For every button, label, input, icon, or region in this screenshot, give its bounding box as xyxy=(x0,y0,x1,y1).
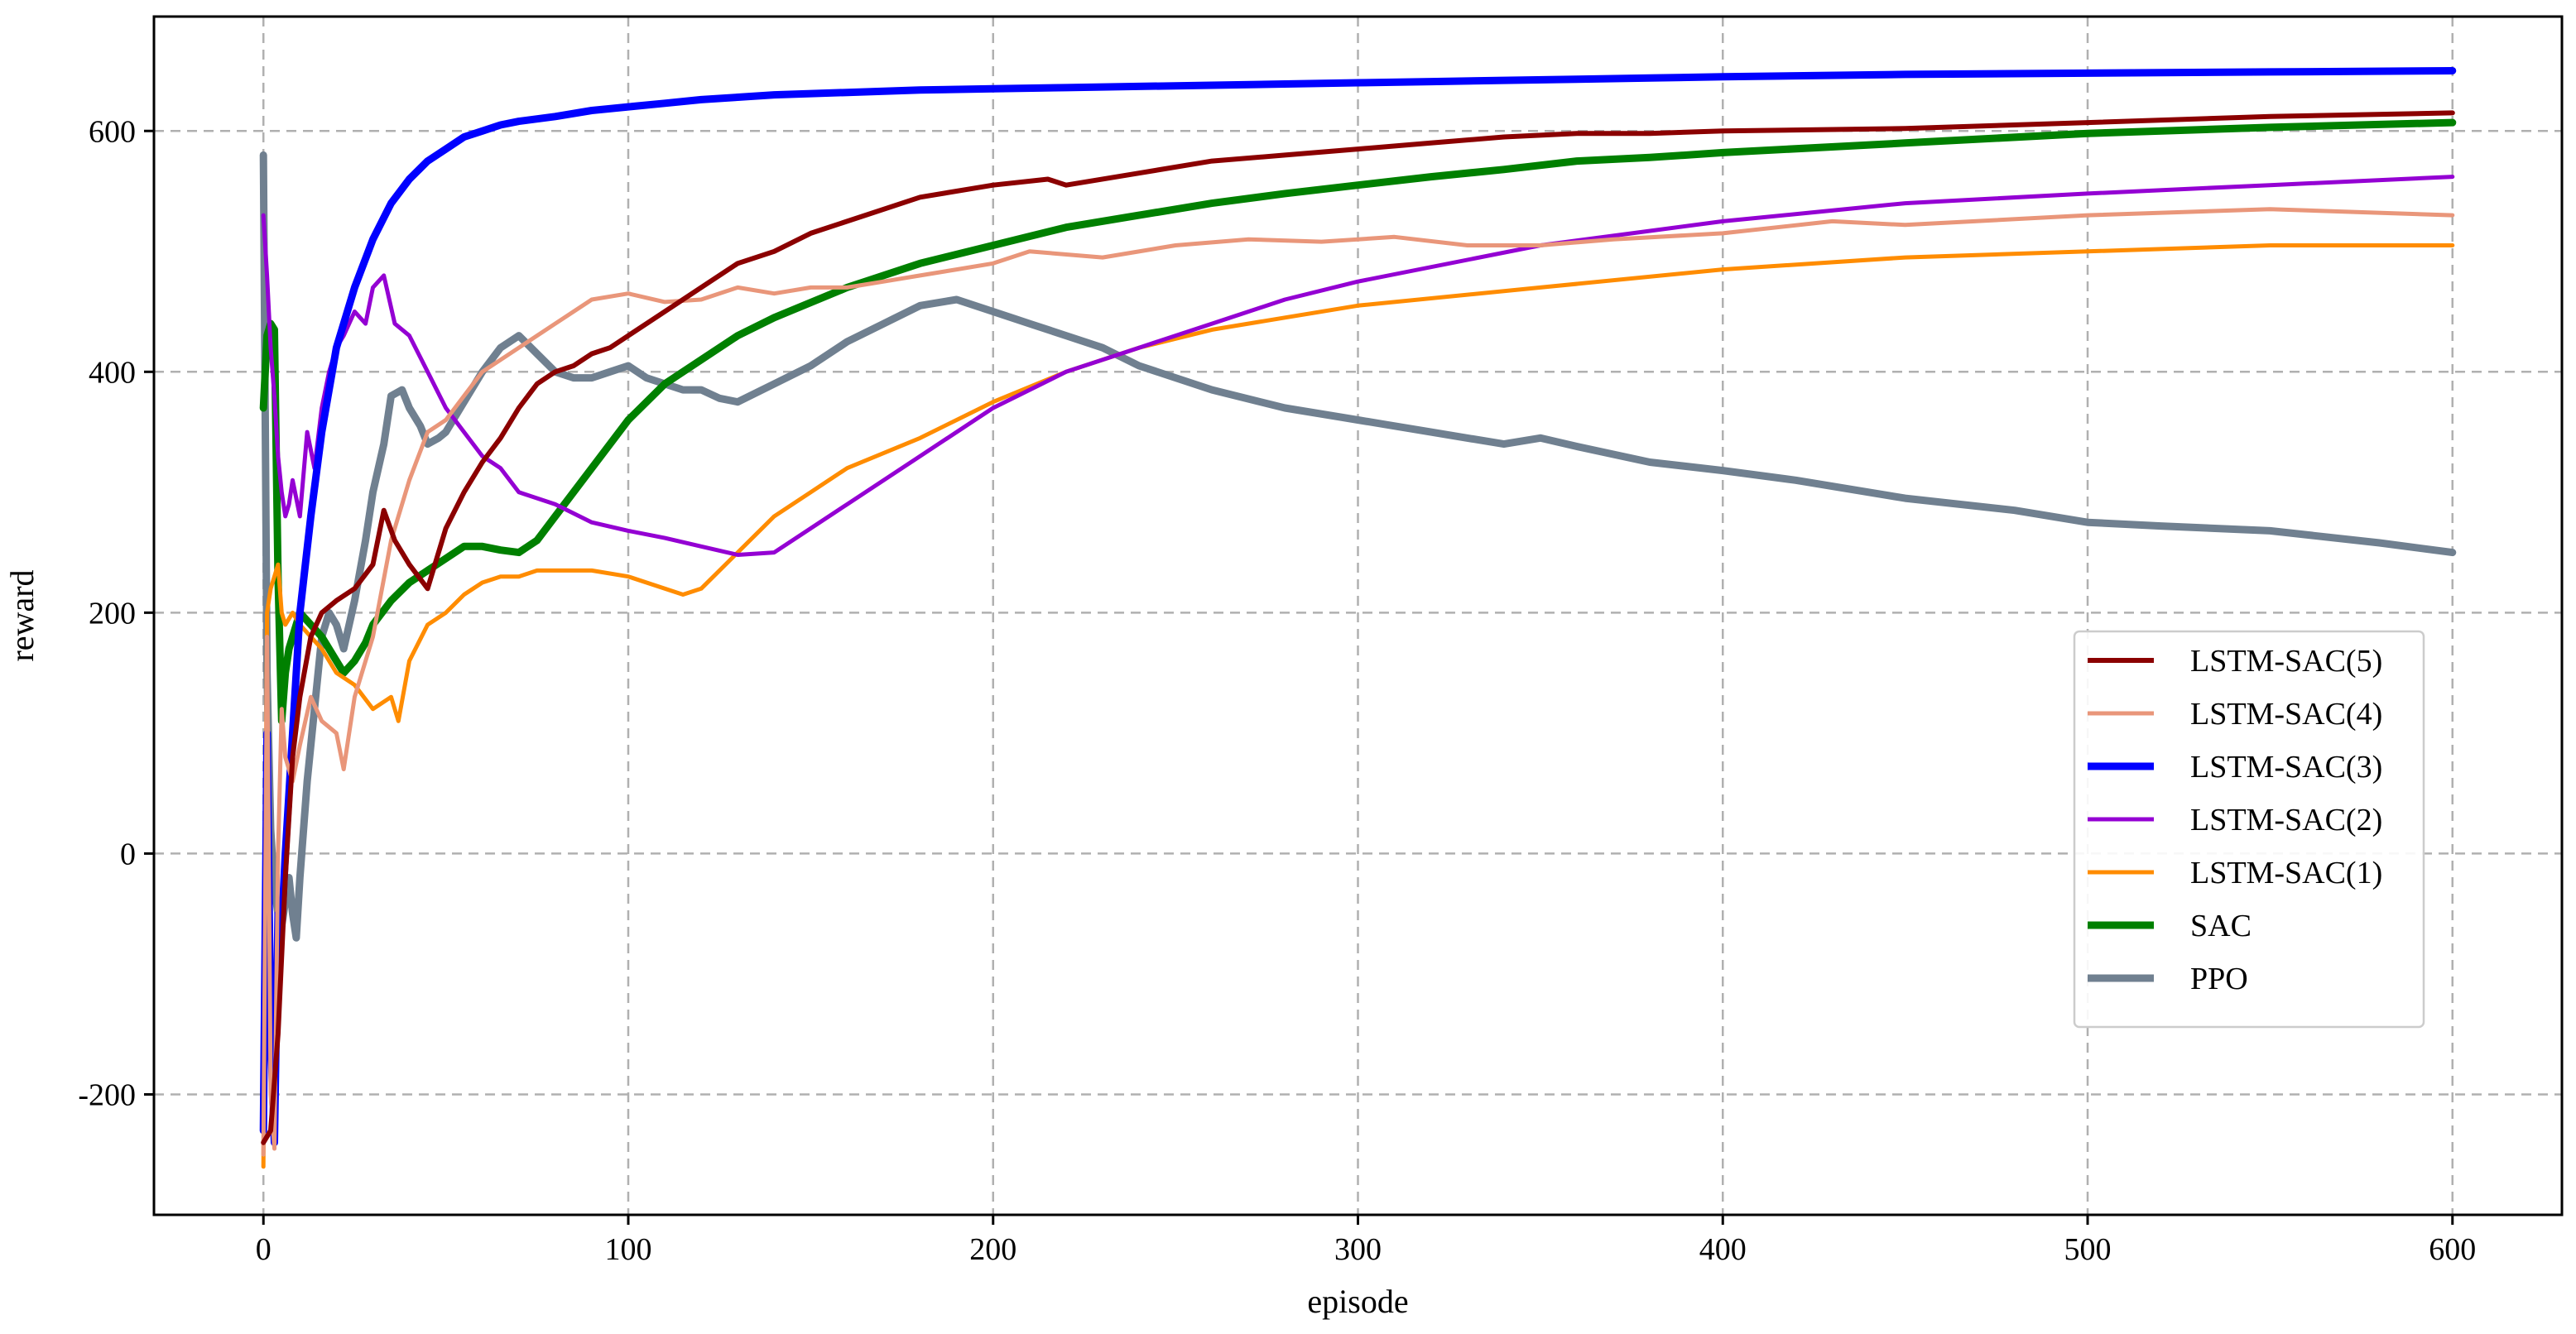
legend: LSTM-SAC(5) LSTM-SAC(4) LSTM-SAC(3) LSTM-SA… xyxy=(2073,630,2425,1029)
series-line-lstm-sac-5 xyxy=(261,110,2455,1145)
y-tick-label: 200 xyxy=(89,596,136,631)
x-axis-label: episode xyxy=(1307,1283,1408,1320)
y-axis-ticks: -200 0 200 400 600 xyxy=(78,114,154,1112)
legend-label: PPO xyxy=(2190,962,2248,996)
series-line-lstm-sac-2 xyxy=(261,175,2455,557)
legend-label: LSTM-SAC(4) xyxy=(2190,697,2382,732)
x-tick-label: 400 xyxy=(1699,1232,1747,1267)
y-axis-label: reward xyxy=(3,569,41,661)
x-tick-label: 200 xyxy=(969,1232,1016,1267)
x-tick-label: 300 xyxy=(1334,1232,1382,1267)
y-tick-label: 0 xyxy=(120,837,136,871)
legend-label: SAC xyxy=(2190,909,2252,943)
legend-label: LSTM-SAC(3) xyxy=(2190,750,2382,785)
x-tick-label: 600 xyxy=(2429,1232,2476,1267)
y-tick-label: 600 xyxy=(89,114,136,149)
legend-label: LSTM-SAC(1) xyxy=(2190,856,2382,890)
legend-label: LSTM-SAC(5) xyxy=(2190,644,2382,679)
x-tick-label: 100 xyxy=(604,1232,651,1267)
series-line-ppo xyxy=(259,151,2457,942)
x-tick-label: 0 xyxy=(256,1232,272,1267)
y-tick-label: 400 xyxy=(89,355,136,390)
legend-box xyxy=(2073,630,2425,1029)
series-line-sac xyxy=(259,118,2457,725)
legend-label: LSTM-SAC(2) xyxy=(2190,803,2382,837)
series-layer xyxy=(259,67,2457,1169)
y-tick-label: -200 xyxy=(78,1077,136,1112)
x-tick-label: 500 xyxy=(2064,1232,2112,1267)
series-line-lstm-sac-4 xyxy=(261,207,2455,1157)
x-axis-ticks: 0 100 200 300 400 500 600 xyxy=(256,1215,2476,1267)
series-line-lstm-sac-3 xyxy=(259,67,2457,1147)
